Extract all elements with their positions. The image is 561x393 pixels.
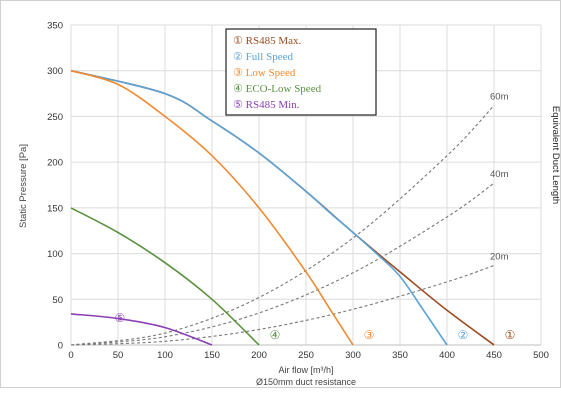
x-axis-label: Air flow [m³/h] [278,365,333,375]
x-tick-label: 300 [345,350,361,361]
series-lines [70,69,495,346]
duct-curve-label: 60m [490,91,509,102]
y-tick-label: 350 [47,21,63,32]
series-end-marker: ④ [270,328,281,342]
series-line-2 [70,69,448,346]
x-tick-label: 450 [486,350,502,361]
series-end-marker: ① [505,328,516,342]
legend-entry: ⑤ RS485 Min. [233,99,300,111]
legend-entry: ② Full Speed [233,51,293,63]
y-tick-label: 50 [52,295,63,306]
legend-entry: ④ ECO-Low Speed [233,83,322,95]
y-tick-label: 150 [47,203,63,214]
y-tick-label: 0 [58,341,63,352]
duct-curve-label: 20m [490,251,509,262]
legend-entry: ③ Low Speed [233,67,296,79]
duct-curve-label: 40m [490,169,509,180]
x-axis-sublabel: Ø150mm duct resistance [256,377,356,387]
duct-curve-20m [70,264,495,346]
y-axis-label: Static Pressure [Pa] [18,144,29,228]
x-tick-label: 400 [439,350,455,361]
series-end-marker: ③ [364,328,375,342]
y-tick-label: 250 [47,112,63,123]
y-tick-label: 200 [47,158,63,169]
x-tick-label: 250 [298,350,314,361]
series-line-5 [70,313,213,346]
series-end-marker: ② [458,328,469,342]
legend-entry: ① RS485 Max. [233,35,301,47]
series-line-4 [70,207,260,346]
y-tick-label: 300 [47,66,63,77]
legend: ① RS485 Max. ② Full Speed ③ Low Speed ④ ECO… [225,28,377,116]
x-tick-label: 350 [392,350,408,361]
x-tick-label: 500 [533,350,549,361]
series-end-markers: ① ② ③ ④ ⑤ [114,311,515,342]
axis-ticks: 0 50 100 150 200 250 300 350 400 450 500 0 50 100 150 2… [47,21,549,362]
duct-curve-40m [70,182,495,346]
x-tick-label: 150 [204,350,220,361]
series-end-marker: ⑤ [114,311,125,325]
x-tick-label: 200 [251,350,267,361]
right-axis-label: Equivalent Duct Length [550,106,561,204]
x-tick-label: 50 [113,350,124,361]
x-tick-label: 100 [157,350,173,361]
legend-box [225,28,377,116]
series-line-3 [70,69,354,346]
y-tick-label: 100 [47,249,63,260]
x-tick-label: 0 [68,350,73,361]
